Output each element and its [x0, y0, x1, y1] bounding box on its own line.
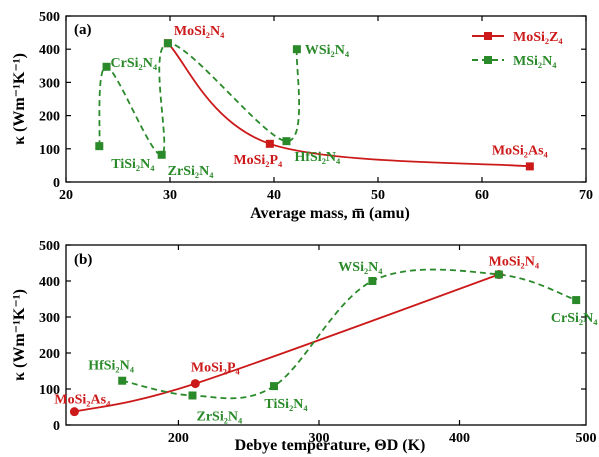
point-label: TiSi₂N₄	[111, 157, 155, 172]
y-tick-label: 100	[39, 383, 60, 398]
panel-a-ylabel: κ (Wm⁻¹K⁻¹)	[11, 53, 28, 145]
series-line-msi2n4	[122, 268, 577, 400]
point-label: HfSi₂N₄	[294, 150, 341, 165]
data-point	[118, 376, 127, 385]
point-label: HfSi₂N₄	[88, 359, 135, 374]
point-label: MoSi₂P₄	[233, 153, 283, 168]
series-line-mosi2z4	[167, 42, 530, 168]
panel-b-frame	[65, 244, 587, 426]
panel-b-ticks: 0 100 200 300 400 500 200 300 400 500	[39, 239, 597, 446]
y-tick-label: 0	[53, 176, 60, 191]
point-label: ZrSi₂N₄	[196, 409, 243, 424]
y-tick-label: 0	[53, 419, 60, 434]
data-point	[265, 139, 274, 148]
point-label: MoSi₂N₄	[174, 24, 225, 39]
panel-a-point-labels: MoSi₂N₄ MoSi₂P₄ MoSi₂As₄ TiSi₂N₄ CrSi₂N₄ ZrSi…	[111, 24, 549, 179]
x-tick-label: 30	[163, 188, 177, 203]
x-tick-label: 50	[371, 188, 385, 203]
x-tick-label: 300	[308, 431, 329, 446]
data-point	[163, 39, 172, 48]
data-point	[525, 162, 534, 171]
y-tick-label: 200	[39, 347, 60, 362]
x-tick-label: 200	[168, 431, 189, 446]
data-point	[270, 382, 278, 391]
y-tick-label: 400	[39, 43, 60, 58]
point-label: WSi₂N₄	[305, 43, 350, 58]
panel-a-markers	[95, 39, 534, 171]
panel-b-lines	[74, 268, 577, 413]
legend-entry-red: MoSi₂Z₄	[513, 30, 563, 45]
data-point	[102, 62, 111, 71]
panel-b-label: (b)	[74, 252, 92, 268]
y-tick-label: 300	[39, 311, 60, 326]
data-point	[368, 277, 377, 285]
panel-a-frame	[65, 15, 587, 183]
point-label: CrSi₂N₄	[551, 311, 598, 326]
point-label: MoSi₂As₄	[54, 393, 111, 408]
series-line-mosi2z4	[74, 273, 500, 413]
panel-b-point-labels: MoSi₂As₄ MoSi₂P₄ MoSi₂N₄ HfSi₂N₄ ZrSi₂N₄ TiSi…	[54, 255, 598, 425]
y-tick-label: 300	[39, 76, 60, 91]
panel-b-ylabel: κ (Wm⁻¹K⁻¹)	[11, 289, 28, 381]
panel-b-markers	[69, 270, 581, 417]
x-tick-label: 70	[579, 188, 593, 203]
y-tick-label: 400	[39, 275, 60, 290]
legend-entry-green: MSi₂N₄	[513, 54, 557, 69]
panel-a-xlabel: Average mass, m̅ (amu)	[250, 205, 410, 222]
legend-marker-green	[484, 56, 492, 64]
data-point	[95, 142, 104, 151]
point-label: ZrSi₂N₄	[168, 164, 215, 179]
data-point	[282, 137, 291, 146]
point-label: CrSi₂N₄	[111, 56, 158, 71]
x-tick-label: 20	[59, 188, 73, 203]
point-label: MoSi₂As₄	[492, 143, 549, 158]
y-tick-label: 500	[39, 239, 60, 254]
legend-marker-red	[484, 32, 492, 40]
point-label: WSi₂N₄	[338, 260, 383, 275]
x-tick-label: 400	[449, 431, 470, 446]
x-tick-label: 40	[267, 188, 281, 203]
point-label: MoSi₂P₄	[191, 361, 241, 376]
x-tick-label: 60	[475, 188, 489, 203]
y-tick-label: 500	[39, 10, 60, 25]
data-point	[157, 150, 166, 159]
panel-a-lines	[98, 42, 530, 168]
y-tick-label: 100	[39, 143, 60, 158]
x-tick-label: 500	[576, 431, 597, 446]
data-point	[572, 296, 581, 305]
data-point	[69, 407, 79, 417]
data-point	[190, 379, 200, 389]
data-point	[292, 45, 301, 54]
panel-a-label: (a)	[74, 22, 92, 38]
legend: MoSi₂Z₄ MSi₂N₄	[472, 30, 563, 69]
data-point	[494, 270, 503, 279]
y-tick-label: 200	[39, 110, 60, 125]
panel-a-ticks: 0 100 200 300 400 500 20 30 40 50 60 70	[39, 10, 593, 203]
point-label: TiSi₂N₄	[264, 397, 308, 412]
point-label: MoSi₂N₄	[489, 255, 540, 270]
data-point	[188, 391, 197, 400]
panel-b-xlabel: Debye temperature, ΘD (K)	[235, 437, 426, 454]
